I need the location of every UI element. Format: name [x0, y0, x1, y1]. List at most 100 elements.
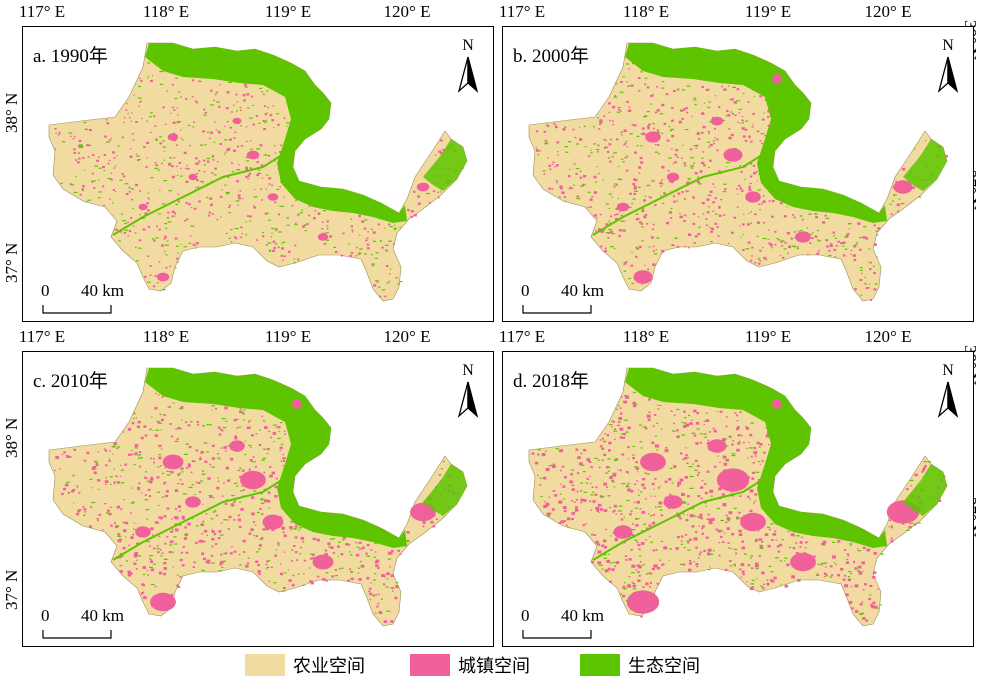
- ecology-patch: [149, 566, 153, 568]
- ecology-patch: [749, 557, 752, 559]
- urban-patch: [169, 405, 172, 408]
- urban-patch: [747, 457, 749, 459]
- urban-patch: [646, 86, 650, 89]
- urban-patch: [707, 439, 710, 442]
- ecology-patch: [862, 571, 864, 573]
- urban-patch: [575, 448, 579, 451]
- urban-cluster: [893, 180, 913, 194]
- ecology-patch: [180, 137, 182, 139]
- ecology-patch: [576, 143, 580, 145]
- ecology-patch: [144, 499, 149, 501]
- urban-patch: [582, 524, 585, 527]
- urban-patch: [684, 476, 688, 479]
- ecology-patch: [257, 169, 261, 171]
- urban-patch: [171, 83, 174, 86]
- urban-patch: [620, 214, 623, 217]
- urban-patch: [786, 231, 790, 235]
- ecology-patch: [601, 496, 605, 498]
- urban-patch: [302, 541, 304, 543]
- urban-patch: [610, 215, 613, 218]
- urban-patch: [326, 220, 329, 223]
- urban-patch: [653, 488, 655, 490]
- urban-patch: [736, 88, 740, 91]
- urban-patch: [639, 156, 643, 160]
- urban-patch: [705, 536, 709, 539]
- urban-patch: [640, 222, 643, 225]
- ecology-patch: [206, 534, 208, 536]
- urban-patch: [597, 151, 599, 153]
- urban-patch: [779, 543, 783, 547]
- urban-patch: [740, 517, 743, 519]
- urban-patch: [726, 527, 730, 530]
- urban-patch: [762, 200, 766, 203]
- urban-patch: [303, 584, 305, 586]
- urban-patch: [814, 235, 818, 238]
- urban-patch: [708, 521, 713, 525]
- urban-patch: [854, 584, 859, 588]
- ecology-patch: [670, 128, 675, 130]
- urban-patch: [624, 555, 628, 558]
- urban-patch: [139, 190, 142, 192]
- urban-patch: [701, 532, 705, 535]
- ecology-patch: [239, 107, 242, 109]
- ecology-patch: [149, 558, 151, 560]
- ecology-patch: [658, 153, 661, 155]
- ecology-patch: [681, 434, 685, 436]
- urban-patch: [274, 160, 276, 162]
- urban-patch: [829, 565, 833, 568]
- urban-patch: [536, 149, 540, 152]
- ecology-patch: [200, 144, 204, 146]
- urban-patch: [414, 214, 417, 217]
- urban-patch: [240, 109, 242, 112]
- urban-patch: [219, 563, 223, 566]
- ecology-patch: [745, 248, 750, 250]
- urban-patch: [644, 498, 647, 500]
- urban-patch: [159, 142, 163, 145]
- urban-patch: [437, 191, 439, 193]
- urban-patch: [722, 438, 726, 442]
- ecology-patch: [714, 95, 716, 97]
- urban-patch: [137, 420, 141, 424]
- urban-patch: [443, 460, 445, 463]
- ecology-patch: [235, 200, 240, 202]
- ecology-patch: [374, 573, 377, 575]
- urban-patch: [668, 478, 672, 481]
- urban-patch: [679, 478, 684, 482]
- urban-patch: [175, 516, 179, 520]
- map-panel-2010: c. 2010年 N 0 40 km: [22, 351, 494, 647]
- urban-patch: [78, 144, 81, 147]
- urban-patch: [701, 527, 704, 530]
- urban-patch: [696, 180, 700, 184]
- ecology-patch: [390, 587, 395, 589]
- urban-patch: [283, 196, 285, 198]
- ecology-patch: [119, 179, 123, 181]
- ecology-patch: [245, 234, 248, 236]
- urban-patch: [390, 574, 394, 577]
- urban-patch: [699, 551, 702, 554]
- urban-patch: [574, 508, 579, 512]
- urban-patch: [574, 136, 577, 139]
- ecology-patch: [217, 457, 220, 459]
- ecology-patch: [233, 501, 235, 504]
- urban-patch: [712, 201, 715, 204]
- urban-patch: [302, 225, 305, 228]
- panel-label: b. 2000年: [513, 46, 590, 67]
- ecology-patch: [676, 408, 680, 411]
- urban-patch: [579, 138, 583, 141]
- urban-patch: [123, 117, 126, 119]
- urban-patch: [629, 192, 632, 195]
- urban-patch: [308, 567, 311, 569]
- ecology-patch: [752, 123, 754, 125]
- urban-patch: [234, 437, 238, 440]
- urban-patch: [226, 148, 230, 152]
- urban-patch: [693, 409, 697, 413]
- urban-patch: [746, 581, 748, 583]
- ecology-patch: [277, 437, 281, 439]
- urban-patch: [255, 535, 258, 538]
- urban-patch: [93, 187, 96, 189]
- urban-patch: [628, 576, 631, 578]
- ecology-patch: [337, 541, 341, 543]
- urban-patch: [79, 193, 82, 196]
- urban-patch: [203, 170, 206, 173]
- urban-patch: [125, 109, 128, 111]
